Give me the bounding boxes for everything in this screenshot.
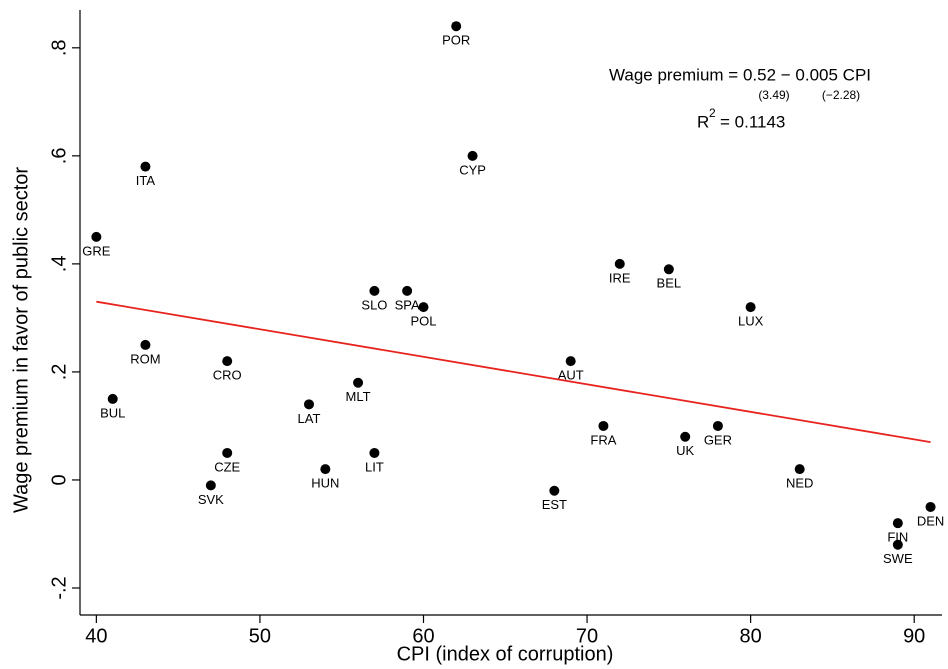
x-tick-label: 60 [412,625,434,647]
point-label: SWE [883,551,913,566]
y-tick-label: -.2 [48,576,70,599]
point [418,302,429,313]
point [680,431,691,442]
equation: Wage premium = 0.52 − 0.005 CPI [609,65,871,84]
y-tick-label: .8 [48,39,70,56]
point-label: DEN [917,513,944,528]
point-label: POL [410,314,436,329]
x-tick-label: 40 [85,625,107,647]
point-label: CYP [459,162,486,177]
point [320,464,331,475]
point-label: LAT [298,411,321,426]
point [565,356,576,367]
point-label: MLT [346,389,371,404]
y-tick-label: .2 [48,364,70,381]
point-label: FIN [887,530,908,545]
se-slope: (−2.28) [822,88,860,102]
point-label: CRO [213,368,242,383]
point-label: UK [676,443,694,458]
se-intercept: (3.49) [758,88,789,102]
point [205,480,216,491]
point [222,356,233,367]
point [451,21,462,32]
point-label: SVK [198,492,224,507]
point [925,501,936,512]
point [892,518,903,529]
point [91,231,102,242]
x-tick-label: 70 [576,625,598,647]
x-tick-label: 90 [903,625,925,647]
point-label: LUX [738,314,764,329]
point-label: CZE [214,459,240,474]
point-label: LIT [365,459,384,474]
point [353,377,364,388]
point-label: BEL [657,276,682,291]
point [140,161,151,172]
x-tick-label: 80 [740,625,762,647]
point-label: SPA [395,297,420,312]
point-label: IRE [609,270,631,285]
point [598,420,609,431]
point [892,539,903,550]
point [663,264,674,275]
point-label: AUT [558,368,584,383]
point [140,339,151,350]
point [222,447,233,458]
point [549,485,560,496]
point [369,447,380,458]
point-label: POR [442,33,470,48]
point-label: GRE [82,243,111,258]
point [402,285,413,296]
r2-value: = 0.1143 [720,112,785,131]
point [745,302,756,313]
y-tick-label: .4 [48,256,70,273]
r2-symbol: R [697,112,709,131]
point-label: ITA [136,173,156,188]
point-label: SLO [361,297,387,312]
y-tick-label: 0 [48,474,70,485]
point [614,258,625,269]
y-axis-title: Wage premium in favor of public sector [10,167,32,513]
point [712,420,723,431]
point [369,285,380,296]
point-label: HUN [311,476,339,491]
point-label: ROM [130,351,160,366]
point [303,399,314,410]
point [467,150,478,161]
x-axis-title: CPI (index of corruption) [397,643,614,665]
x-tick-label: 50 [249,625,271,647]
point [107,393,118,404]
point-label: FRA [590,432,616,447]
point-label: EST [542,497,567,512]
point [794,464,805,475]
y-tick-label: .6 [48,148,70,165]
point-label: GER [704,432,732,447]
r2-sup: 2 [709,106,716,120]
fit-line [96,300,931,444]
point-label: BUL [100,405,125,420]
point-label: NED [786,476,813,491]
